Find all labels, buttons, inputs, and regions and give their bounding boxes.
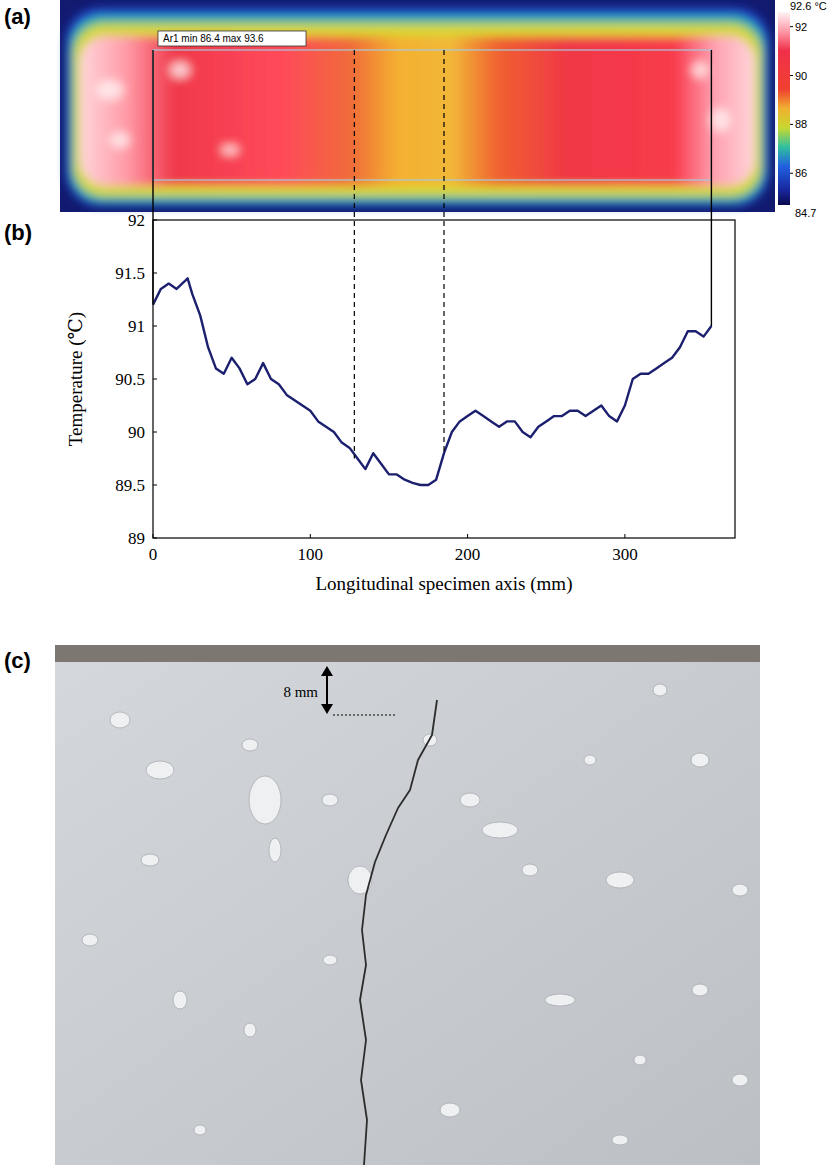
- x-tick: [153, 534, 154, 538]
- pore: [460, 793, 480, 807]
- colorbar-tick-label: 88: [795, 118, 807, 130]
- colorbar-tick: [790, 26, 793, 27]
- figure-svg: Ar1 min 86.4 max 93.6 92.6 °C 84.7 86 88 90 92…: [0, 0, 834, 1169]
- x-tick-label: 200: [455, 545, 481, 564]
- pore: [141, 854, 159, 866]
- pore: [653, 684, 667, 696]
- colorbar: [778, 12, 790, 205]
- pore: [82, 934, 98, 946]
- line-chart: 89 89.5 90 90.5 91 91.5 92 0 100 200 300 Longitudin…: [65, 211, 735, 595]
- x-tick-label: 100: [298, 545, 324, 564]
- colorbar-tick-label: 86: [795, 167, 807, 179]
- roi-label-box: [158, 31, 306, 46]
- thermal-zone: [74, 24, 761, 196]
- thermal-background: [60, 0, 775, 212]
- roi-label: Ar1 min 86.4 max 93.6: [163, 33, 264, 44]
- x-axis-title: Longitudinal specimen axis (mm): [316, 573, 573, 595]
- colorbar-tick: [790, 173, 793, 174]
- depth-arrow: [326, 674, 328, 706]
- pore: [322, 794, 338, 806]
- arrow-head: [321, 666, 333, 676]
- pore: [522, 864, 538, 876]
- pore: [440, 1103, 460, 1117]
- photo-surface: [55, 662, 760, 1165]
- pore: [732, 884, 748, 896]
- pore: [249, 776, 281, 824]
- pore: [146, 761, 174, 779]
- pore: [612, 1135, 628, 1145]
- x-tick-label: 300: [612, 545, 638, 564]
- y-tick-label: 91: [128, 317, 145, 336]
- pore: [244, 1023, 256, 1037]
- connector-line: [711, 50, 712, 326]
- x-tick-label: 0: [149, 545, 158, 564]
- specimen-photo: 8 mm: [55, 645, 760, 1165]
- y-tick-label: 91.5: [115, 264, 145, 283]
- x-tick: [467, 534, 468, 538]
- thermal-zone: [80, 36, 755, 186]
- panel-letter: (a): [4, 4, 31, 29]
- y-tick: [153, 538, 157, 539]
- crack: [360, 700, 437, 1165]
- y-axis-title: Temperature (℃): [65, 312, 87, 446]
- y-tick-label: 90: [128, 423, 145, 442]
- pore: [173, 991, 187, 1009]
- pore: [194, 1125, 206, 1135]
- pore: [242, 739, 258, 751]
- thermal-zone: [70, 16, 765, 202]
- colorbar-tick-label: 90: [795, 70, 807, 82]
- hot-spot: [221, 145, 239, 155]
- pore: [323, 955, 337, 965]
- y-tick: [153, 326, 157, 327]
- hot-spot: [96, 80, 124, 100]
- y-tick-label: 90.5: [115, 370, 145, 389]
- x-tick: [310, 534, 311, 538]
- pore: [634, 1055, 646, 1065]
- pore: [606, 872, 634, 888]
- boundary-line: [443, 50, 444, 453]
- temperature-profile: [153, 278, 711, 485]
- colorbar-tick-label: 92: [795, 21, 807, 33]
- y-tick-label: 89: [128, 529, 145, 548]
- hot-spot: [692, 62, 708, 78]
- colorbar-min: 84.7: [795, 207, 816, 219]
- depth-line: [333, 714, 395, 715]
- y-tick: [153, 485, 157, 486]
- pore: [692, 984, 708, 996]
- thermal-layers: [66, 8, 769, 206]
- figure: Ar1 min 86.4 max 93.6 92.6 °C 84.7 86 88 90 92…: [0, 0, 834, 1169]
- roi-box: [153, 50, 711, 180]
- pore: [691, 753, 709, 767]
- x-tick: [624, 534, 625, 538]
- panel-letter: (c): [4, 648, 31, 673]
- thermal-zone: [66, 8, 769, 206]
- arrow-head: [321, 704, 333, 714]
- hot-spot: [110, 132, 130, 148]
- colorbar-tick: [790, 124, 793, 125]
- pore: [732, 1074, 748, 1086]
- pore: [482, 822, 518, 838]
- depth-label: 8 mm: [283, 684, 318, 700]
- thermal-image: Ar1 min 86.4 max 93.6: [60, 0, 775, 212]
- connector-line: [152, 50, 153, 305]
- boundary-line: [354, 50, 355, 459]
- pore: [269, 838, 281, 862]
- pore: [348, 866, 372, 894]
- hot-spot: [710, 108, 730, 132]
- data-group: [153, 278, 711, 485]
- hot-spot: [170, 62, 190, 78]
- colorbar-tick: [790, 75, 793, 76]
- y-tick: [153, 432, 157, 433]
- panel-letter: (b): [4, 220, 32, 245]
- pore: [545, 994, 575, 1006]
- y-tick: [153, 379, 157, 380]
- pore: [584, 755, 596, 765]
- colorbar-max: 92.6 °C: [790, 0, 827, 12]
- y-tick-label: 92: [128, 211, 145, 230]
- pore: [110, 712, 130, 728]
- y-tick-label: 89.5: [115, 476, 145, 495]
